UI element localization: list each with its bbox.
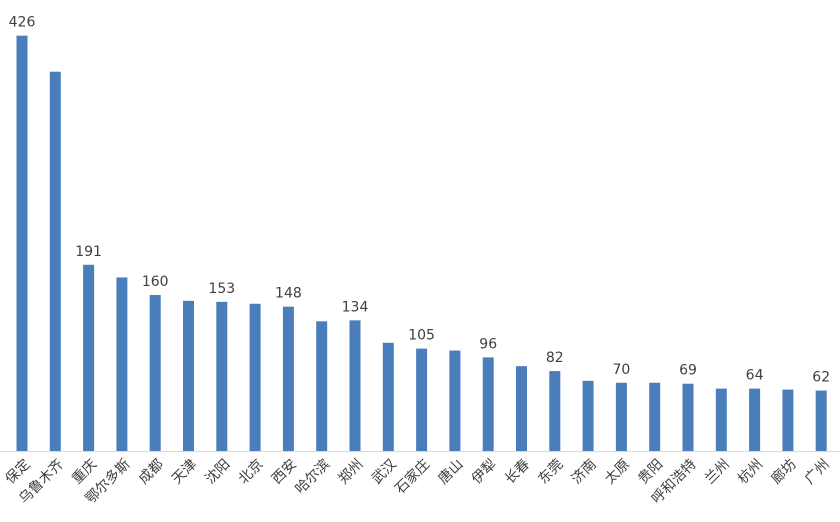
x-tick-label: 成都 [136,456,167,487]
x-tick-label: 沈阳 [202,456,233,487]
bar [116,277,128,451]
bar [149,295,161,451]
x-tick-label: 石家庄 [392,456,434,498]
bar [49,71,61,451]
bar [615,382,627,451]
value-label: 105 [408,328,435,344]
bar [582,380,594,451]
x-tick-label: 兰州 [702,456,733,487]
x-tick-label: 广州 [802,456,833,487]
bar [83,264,95,451]
value-label: 148 [275,286,302,302]
bar [516,366,527,451]
value-label: 69 [679,363,697,379]
bar [249,303,261,451]
value-label: 160 [142,274,169,290]
x-tick-label: 廊坊 [768,456,800,488]
bar [282,306,294,451]
x-tick-label: 杭州 [735,456,766,487]
x-tick-label: 济南 [569,456,600,487]
value-label: 134 [342,299,369,315]
x-tick-label: 长春 [502,456,533,487]
value-label: 191 [75,244,102,260]
bar [183,300,194,451]
value-label: 153 [208,281,235,297]
bar [416,348,428,451]
bar [16,35,28,452]
bar [715,388,727,451]
bar [749,388,761,451]
bar [216,301,228,451]
x-tick-label: 北京 [236,456,267,487]
value-label: 70 [612,362,630,378]
bar [815,390,827,451]
value-label: 96 [479,336,497,352]
x-tick-label: 天津 [169,456,200,487]
value-label: 62 [812,370,830,386]
bar [649,382,661,451]
x-tick-label: 唐山 [435,456,467,488]
bar [682,383,694,451]
x-tick-label: 东莞 [535,456,566,487]
bar [316,321,328,451]
bar [349,320,361,451]
bar [449,350,461,451]
bar [382,342,394,451]
value-label: 426 [9,15,36,31]
x-tick-label: 哈尔滨 [292,456,333,497]
x-tick-label: 伊犁 [469,456,500,487]
bar [782,389,794,451]
value-label: 64 [746,368,764,384]
x-tick-label: 太原 [602,456,633,487]
value-label: 82 [546,350,564,366]
x-tick-label: 郑州 [336,456,367,487]
bar [482,357,494,451]
bar [549,371,561,451]
